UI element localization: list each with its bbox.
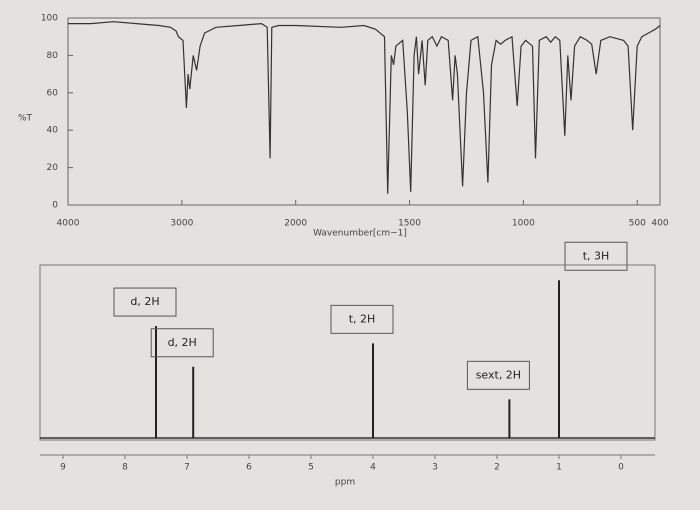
y-tick-label: 100 (41, 14, 58, 24)
x-tick-label: 2000 (284, 219, 307, 229)
x-tick-label: 5 (308, 463, 314, 473)
annotation: d, 2H (168, 336, 197, 349)
x-tick-label: 6 (246, 463, 252, 473)
x-axis-label: Wavenumber[cm−1] (313, 229, 407, 239)
y-tick-label: 40 (47, 126, 59, 136)
annotation-box (113, 287, 177, 317)
annotation-box (150, 328, 214, 358)
y-tick-label: 0 (52, 201, 58, 211)
x-tick-label: 4000 (57, 219, 80, 229)
plot-frame (67, 17, 661, 206)
x-tick-label: 8 (122, 463, 128, 473)
x-tick-label: 1500 (398, 219, 421, 229)
x-tick-label: 1000 (512, 219, 535, 229)
y-axis-label: %T (18, 114, 33, 124)
x-tick-label: 0 (618, 463, 624, 473)
annotation: t, 2H (349, 312, 376, 325)
x-tick-label: 3 (432, 463, 438, 473)
annotation-box (330, 304, 394, 334)
spectrum-line (68, 21, 661, 194)
y-tick-label: 20 (47, 163, 59, 173)
plot-frame (39, 264, 656, 441)
x-tick-label: 9 (60, 463, 66, 473)
annotation: t, 3H (583, 249, 610, 262)
x-tick-label: 3000 (170, 219, 193, 229)
x-tick-label: 400 (651, 219, 668, 229)
x-tick-label: 1 (556, 463, 562, 473)
annotation: d, 2H (130, 295, 159, 308)
x-tick-label: 4 (370, 463, 376, 473)
y-tick-label: 80 (47, 51, 59, 61)
annotation-box (564, 241, 628, 271)
y-tick-label: 60 (47, 88, 59, 98)
x-tick-label: 500 (629, 219, 646, 229)
annotation-box (466, 360, 530, 390)
x-tick-label: 7 (184, 463, 190, 473)
x-tick-label: 2 (494, 463, 500, 473)
annotation: sext, 2H (476, 368, 521, 381)
x-axis-label: ppm (335, 478, 355, 488)
